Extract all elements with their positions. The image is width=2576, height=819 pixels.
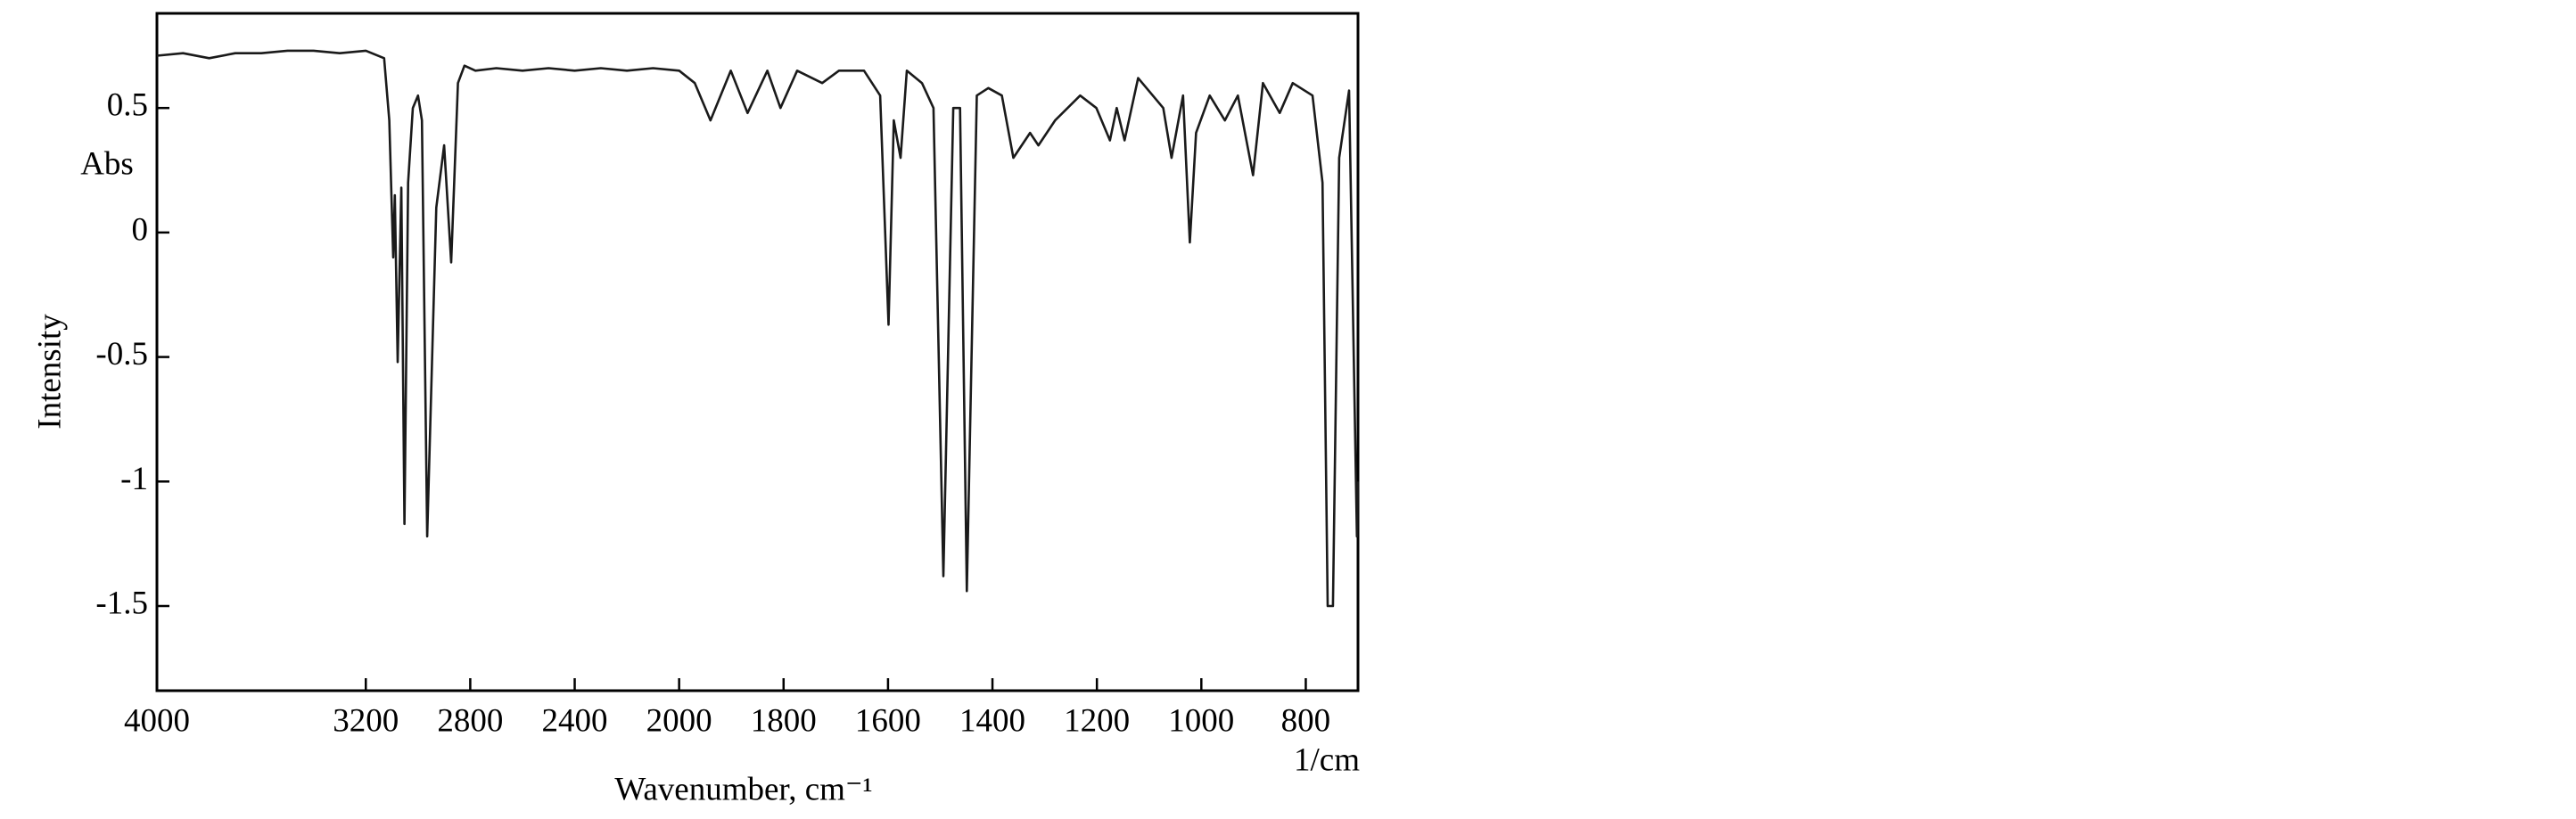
- x-tick-label: 1800: [751, 702, 817, 739]
- x-tick-label: 4000: [124, 702, 190, 739]
- y-tick-label: 0.5: [107, 87, 148, 124]
- plot-frame: [155, 12, 1360, 692]
- y-tick-label: 0: [132, 211, 149, 248]
- x-unit-label: 1/cm: [1294, 741, 1360, 778]
- x-axis-label: Wavenumber, cm⁻¹: [614, 771, 872, 807]
- x-tick-label: 2000: [646, 702, 712, 739]
- y-tick-label: -1.5: [95, 585, 148, 621]
- x-tick-label: 3200: [333, 702, 399, 739]
- x-tick-label: 800: [1281, 702, 1331, 739]
- y-axis-label: Intensity: [31, 314, 68, 430]
- y-tick-label: -0.5: [95, 336, 148, 373]
- x-tick-label: 1200: [1064, 702, 1130, 739]
- y-tick-label: -1: [120, 461, 148, 497]
- x-tick-label: 1000: [1168, 702, 1234, 739]
- x-tick-label: 1600: [855, 702, 921, 739]
- y-unit-label: Abs: [80, 145, 134, 182]
- x-tick-label: 1400: [959, 702, 1025, 739]
- x-tick-label: 2400: [542, 702, 608, 739]
- x-tick-label: 2800: [437, 702, 503, 739]
- spectrum-line: [156, 49, 1360, 608]
